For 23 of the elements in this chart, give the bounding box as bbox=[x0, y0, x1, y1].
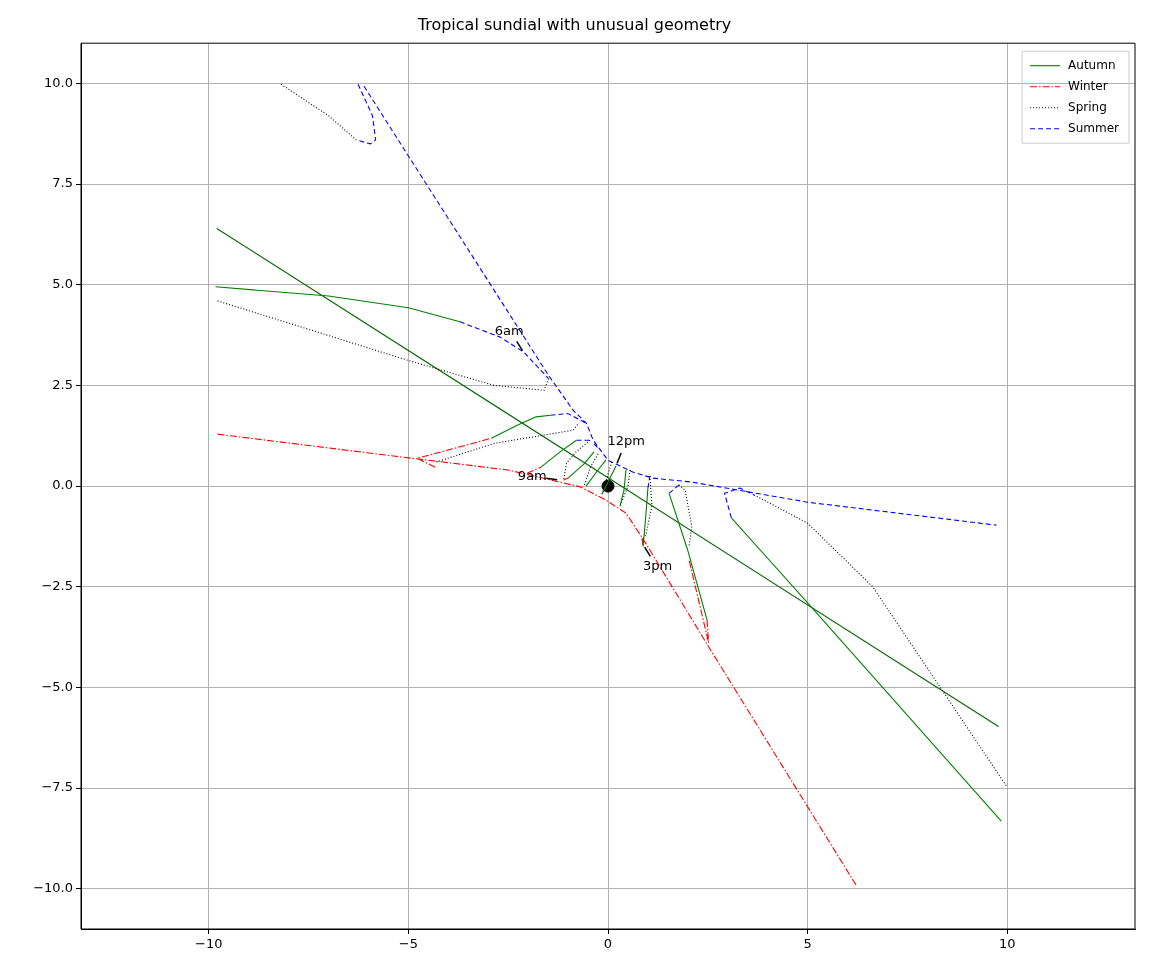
chart-title: Tropical sundial with unusual geometry bbox=[416, 14, 732, 34]
x-tick-label: 0 bbox=[603, 936, 613, 952]
y-tick-label: 2.5 bbox=[52, 376, 73, 392]
x-tick-label: 5 bbox=[803, 936, 812, 952]
annotation: 12pm bbox=[607, 433, 646, 449]
annotation: 9am bbox=[517, 468, 547, 484]
y-tick-label: 0.0 bbox=[52, 477, 73, 493]
legend-label: Autumn bbox=[1068, 57, 1116, 72]
legend-label: Winter bbox=[1068, 78, 1108, 93]
x-tick-label: −10 bbox=[195, 936, 223, 952]
x-tick-label: −5 bbox=[398, 936, 418, 952]
x-tick-label: 10 bbox=[998, 936, 1016, 952]
annotation: 3pm bbox=[642, 558, 673, 574]
y-tick-label: 10.0 bbox=[44, 74, 73, 90]
y-tick-label: −5.0 bbox=[41, 678, 73, 694]
annotation: 6am bbox=[494, 322, 524, 338]
legend-label: Summer bbox=[1068, 120, 1120, 135]
y-tick-label: −2.5 bbox=[41, 578, 73, 594]
legend-label: Spring bbox=[1068, 99, 1107, 114]
y-tick-label: −10.0 bbox=[33, 880, 73, 896]
y-tick-label: 7.5 bbox=[52, 175, 73, 191]
y-tick-label: −7.5 bbox=[41, 779, 73, 795]
y-tick-label: 5.0 bbox=[52, 276, 73, 292]
